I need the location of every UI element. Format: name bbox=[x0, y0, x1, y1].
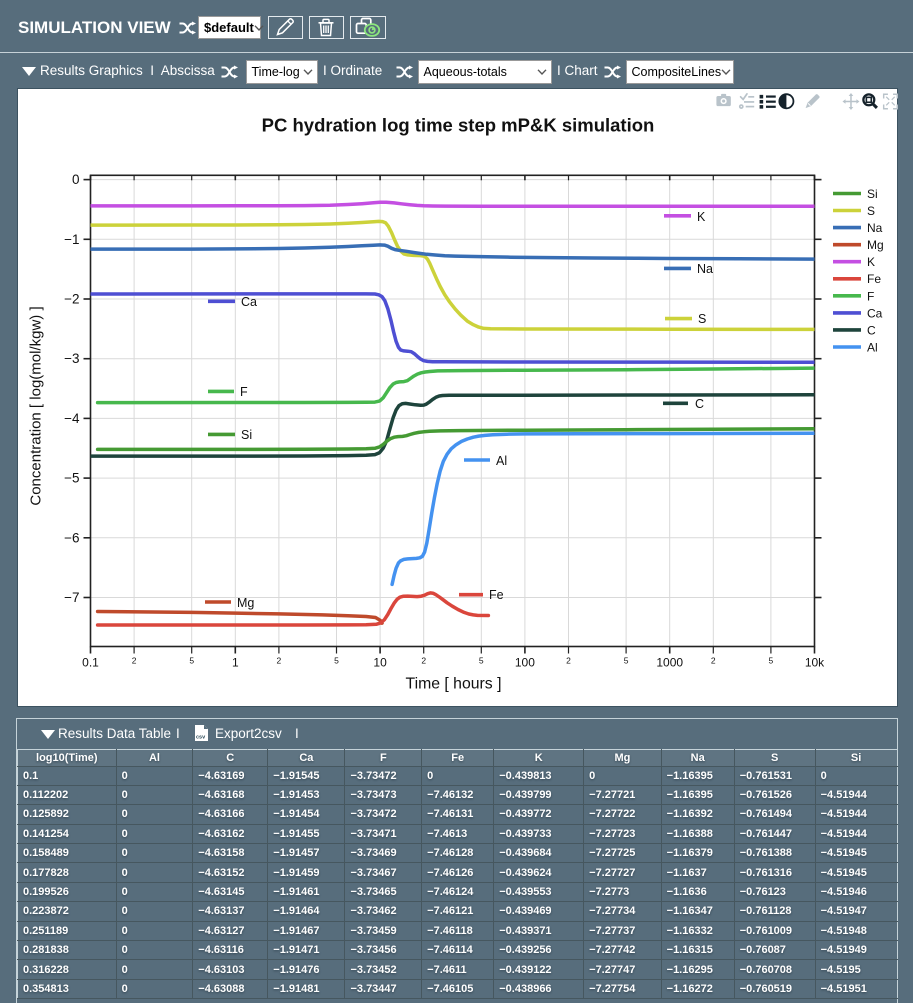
svg-text:−4: −4 bbox=[64, 411, 80, 426]
svg-text:Si: Si bbox=[867, 187, 878, 201]
svg-text:Al: Al bbox=[867, 341, 878, 355]
svg-text:−1: −1 bbox=[64, 232, 79, 247]
svg-text:−5: −5 bbox=[64, 471, 79, 486]
svg-text:S: S bbox=[698, 312, 706, 326]
svg-text:C: C bbox=[867, 323, 876, 337]
svg-text:Na: Na bbox=[867, 221, 883, 235]
svg-text:0.1: 0.1 bbox=[82, 656, 99, 670]
svg-text:C: C bbox=[695, 397, 704, 411]
svg-text:S: S bbox=[867, 204, 875, 218]
svg-text:Ca: Ca bbox=[241, 295, 257, 309]
svg-text:Na: Na bbox=[697, 262, 713, 276]
svg-text:2: 2 bbox=[277, 656, 282, 666]
svg-text:5: 5 bbox=[189, 656, 194, 666]
svg-text:Al: Al bbox=[496, 454, 507, 468]
svg-text:1000: 1000 bbox=[656, 656, 683, 670]
svg-text:−2: −2 bbox=[64, 292, 79, 307]
svg-text:F: F bbox=[240, 385, 248, 399]
svg-text:csv: csv bbox=[196, 735, 206, 741]
svg-text:Si: Si bbox=[241, 428, 252, 442]
svg-text:−6: −6 bbox=[64, 530, 79, 545]
svg-text:100: 100 bbox=[515, 656, 535, 670]
svg-text:5: 5 bbox=[624, 656, 629, 666]
svg-text:5: 5 bbox=[769, 656, 774, 666]
svg-text:10k: 10k bbox=[805, 656, 825, 670]
svg-text:Mg: Mg bbox=[867, 238, 884, 252]
svg-text:0: 0 bbox=[72, 172, 80, 187]
svg-text:Fe: Fe bbox=[867, 272, 881, 286]
svg-text:2: 2 bbox=[711, 656, 716, 666]
svg-text:PC hydration log time step mP&: PC hydration log time step mP&K simulati… bbox=[262, 115, 655, 136]
svg-text:2: 2 bbox=[566, 656, 571, 666]
svg-text:2: 2 bbox=[132, 656, 137, 666]
svg-text:5: 5 bbox=[334, 656, 339, 666]
svg-text:−7: −7 bbox=[64, 590, 79, 605]
svg-text:Time [ hours ]: Time [ hours ] bbox=[406, 676, 502, 693]
svg-text:2: 2 bbox=[421, 656, 426, 666]
svg-text:Mg: Mg bbox=[237, 596, 254, 610]
svg-text:1: 1 bbox=[232, 656, 239, 670]
svg-text:5: 5 bbox=[479, 656, 484, 666]
svg-text:10: 10 bbox=[373, 656, 387, 670]
svg-text:Concentration [ log(mol/kgw) ]: Concentration [ log(mol/kgw) ] bbox=[28, 306, 45, 505]
svg-text:K: K bbox=[697, 210, 706, 224]
svg-text:K: K bbox=[867, 255, 875, 269]
svg-text:Fe: Fe bbox=[489, 588, 504, 602]
svg-text:−3: −3 bbox=[64, 351, 79, 366]
svg-text:F: F bbox=[867, 289, 874, 303]
svg-text:Ca: Ca bbox=[867, 306, 883, 320]
